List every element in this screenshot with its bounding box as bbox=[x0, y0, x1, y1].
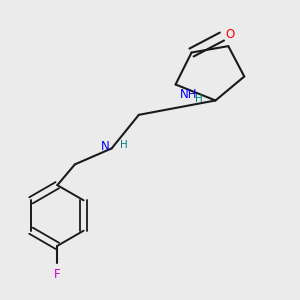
Text: H: H bbox=[120, 140, 128, 150]
Text: F: F bbox=[54, 268, 61, 281]
Text: H: H bbox=[195, 94, 203, 104]
Text: NH: NH bbox=[180, 88, 198, 101]
Text: O: O bbox=[226, 28, 235, 41]
Text: N: N bbox=[101, 140, 110, 153]
